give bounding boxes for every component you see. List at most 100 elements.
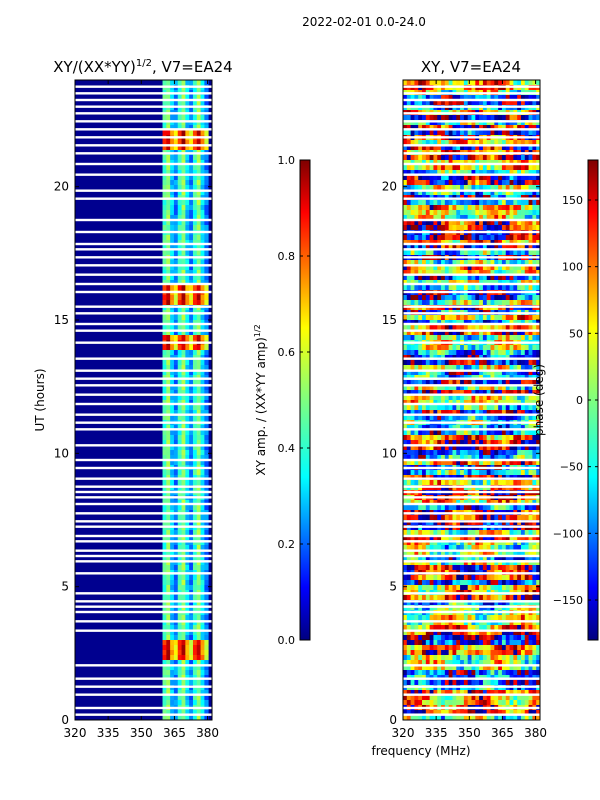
amplitude-cell xyxy=(196,245,201,251)
phase-cell xyxy=(463,415,469,421)
phase-cell xyxy=(498,200,503,206)
phase-cell xyxy=(471,160,476,166)
phase-cell xyxy=(520,260,526,266)
phase-cell xyxy=(460,535,465,541)
phase-cell xyxy=(528,365,533,371)
phase-cell xyxy=(528,350,533,356)
phase-cell xyxy=(414,425,419,431)
phase-cell xyxy=(471,435,476,441)
phase-cell xyxy=(418,405,423,411)
phase-cell xyxy=(494,130,499,136)
phase-cell xyxy=(494,145,499,151)
phase-cell xyxy=(410,470,415,476)
amplitude-cell xyxy=(200,625,205,631)
phase-cell xyxy=(528,125,533,131)
phase-cell xyxy=(498,275,503,281)
amplitude-cell xyxy=(177,155,182,161)
amplitude-cell xyxy=(189,80,194,86)
amplitude-cell xyxy=(181,575,186,581)
phase-cell xyxy=(475,430,480,436)
amplitude-cell xyxy=(173,265,179,271)
amplitude-cell xyxy=(181,370,186,376)
amplitude-cell xyxy=(162,380,167,386)
phase-cell xyxy=(471,200,476,206)
amplitude-cell xyxy=(196,385,201,391)
amplitude-cell xyxy=(192,515,198,521)
amplitude-cell xyxy=(196,395,201,401)
amplitude-cell xyxy=(200,325,205,331)
phase-cell xyxy=(486,265,491,271)
phase-cell xyxy=(414,335,419,341)
amplitude-cell xyxy=(173,600,179,606)
phase-cell xyxy=(520,160,526,166)
phase-cell xyxy=(403,415,408,421)
phase-cell xyxy=(444,175,450,181)
amplitude-cell xyxy=(177,480,182,486)
amplitude-cell xyxy=(166,190,171,196)
amplitude-cell xyxy=(204,565,209,571)
amplitude-cell xyxy=(192,360,198,366)
phase-cell xyxy=(494,430,499,436)
phase-cell xyxy=(490,200,495,206)
amplitude-cell xyxy=(185,205,190,211)
phase-cell xyxy=(418,535,423,541)
phase-cell xyxy=(528,500,533,506)
phase-cell xyxy=(498,220,503,226)
phase-cell xyxy=(460,205,465,211)
phase-cell xyxy=(467,315,472,321)
amplitude-cell xyxy=(185,155,190,161)
amplitude-cell xyxy=(173,275,179,281)
amplitude-cell xyxy=(204,620,209,626)
amplitude-cell xyxy=(204,470,209,476)
amplitude-cell xyxy=(204,130,209,136)
amplitude-cell xyxy=(181,80,186,86)
phase-cell xyxy=(498,535,503,541)
phase-cell xyxy=(460,530,465,536)
phase-cell xyxy=(520,205,526,211)
phase-cell xyxy=(452,250,457,256)
amplitude-cell xyxy=(185,415,190,421)
phase-cell xyxy=(418,80,423,86)
phase-cell xyxy=(429,160,434,166)
amplitude-cell xyxy=(162,545,167,551)
phase-cell xyxy=(444,235,450,241)
phase-cell xyxy=(425,235,431,241)
phase-cell xyxy=(410,460,415,466)
phase-cell xyxy=(441,140,446,146)
phase-cell xyxy=(410,95,415,101)
phase-cell xyxy=(437,410,442,416)
amplitude-cell xyxy=(166,700,171,706)
phase-cell xyxy=(422,370,427,376)
phase-cell xyxy=(494,220,499,226)
amplitude-cell xyxy=(185,530,190,536)
amplitude-cell xyxy=(170,450,175,456)
phase-cell xyxy=(486,215,491,221)
phase-cell xyxy=(509,235,514,241)
amplitude-cell xyxy=(173,460,179,466)
amplitude-cell xyxy=(181,245,186,251)
phase-cell xyxy=(448,330,453,336)
phase-cell xyxy=(471,285,476,291)
amplitude-cell xyxy=(204,535,209,541)
amplitude-cell xyxy=(189,360,194,366)
phase-cell xyxy=(475,325,480,331)
phase-cell xyxy=(422,220,427,226)
phase-cell xyxy=(463,520,469,526)
phase-cell xyxy=(406,240,412,246)
phase-cell xyxy=(536,245,540,251)
amplitude-cell xyxy=(204,350,209,356)
amplitude-cell xyxy=(196,505,201,511)
phase-cell xyxy=(482,455,488,461)
phase-cell xyxy=(448,260,453,266)
phase-cell xyxy=(505,460,510,466)
phase-cell xyxy=(418,295,423,301)
amplitude-gap-line xyxy=(75,273,212,276)
phase-cell xyxy=(425,390,431,396)
phase-cell xyxy=(414,380,419,386)
amplitude-cell xyxy=(173,235,179,241)
phase-cell xyxy=(536,170,540,176)
phase-cell xyxy=(460,330,465,336)
phase-cell xyxy=(524,365,529,371)
phase-cell xyxy=(498,360,503,366)
amplitude-cell xyxy=(196,265,201,271)
